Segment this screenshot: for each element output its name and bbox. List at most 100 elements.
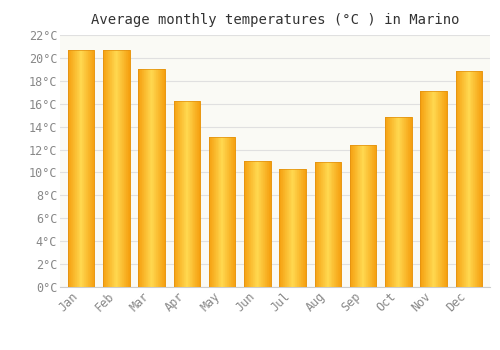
- Bar: [71, 50, 72, 287]
- Bar: [178, 102, 179, 287]
- Bar: [441, 91, 442, 287]
- Bar: [394, 118, 395, 287]
- Bar: [352, 145, 353, 287]
- Bar: [457, 70, 458, 287]
- Bar: [465, 70, 466, 287]
- Bar: [323, 162, 324, 287]
- Bar: [246, 161, 247, 287]
- Bar: [434, 91, 435, 287]
- Bar: [198, 102, 199, 287]
- Bar: [314, 162, 341, 287]
- Bar: [282, 169, 284, 287]
- Bar: [389, 118, 390, 287]
- Bar: [218, 137, 219, 287]
- Bar: [264, 161, 266, 287]
- Bar: [118, 50, 119, 287]
- Bar: [411, 118, 412, 287]
- Bar: [223, 137, 224, 287]
- Bar: [444, 91, 445, 287]
- Bar: [212, 137, 213, 287]
- Bar: [112, 50, 113, 287]
- Bar: [162, 69, 163, 287]
- Bar: [141, 69, 142, 287]
- Bar: [354, 145, 355, 287]
- Bar: [353, 145, 354, 287]
- Bar: [358, 145, 359, 287]
- Bar: [350, 145, 351, 287]
- Bar: [232, 137, 234, 287]
- Bar: [334, 162, 335, 287]
- Bar: [103, 50, 130, 287]
- Bar: [124, 50, 125, 287]
- Bar: [145, 69, 146, 287]
- Bar: [194, 102, 195, 287]
- Bar: [214, 137, 215, 287]
- Bar: [104, 50, 105, 287]
- Bar: [470, 70, 471, 287]
- Bar: [396, 118, 397, 287]
- Bar: [122, 50, 123, 287]
- Bar: [113, 50, 114, 287]
- Bar: [180, 102, 181, 287]
- Bar: [138, 69, 165, 287]
- Bar: [475, 70, 476, 287]
- Bar: [386, 118, 387, 287]
- Bar: [476, 70, 477, 287]
- Bar: [143, 69, 144, 287]
- Bar: [303, 169, 304, 287]
- Bar: [438, 91, 439, 287]
- Bar: [228, 137, 230, 287]
- Bar: [155, 69, 156, 287]
- Bar: [68, 50, 94, 287]
- Bar: [480, 70, 482, 287]
- Bar: [397, 118, 398, 287]
- Bar: [468, 70, 469, 287]
- Bar: [80, 50, 81, 287]
- Bar: [119, 50, 120, 287]
- Bar: [262, 161, 264, 287]
- Bar: [254, 161, 256, 287]
- Bar: [401, 118, 402, 287]
- Bar: [176, 102, 177, 287]
- Bar: [70, 50, 71, 287]
- Bar: [189, 102, 190, 287]
- Bar: [292, 169, 294, 287]
- Bar: [250, 161, 251, 287]
- Bar: [326, 162, 327, 287]
- Bar: [187, 102, 188, 287]
- Bar: [477, 70, 478, 287]
- Bar: [197, 102, 198, 287]
- Bar: [435, 91, 436, 287]
- Bar: [221, 137, 222, 287]
- Bar: [371, 145, 372, 287]
- Bar: [304, 169, 305, 287]
- Bar: [322, 162, 323, 287]
- Bar: [82, 50, 83, 287]
- Bar: [410, 118, 411, 287]
- Bar: [374, 145, 375, 287]
- Bar: [123, 50, 124, 287]
- Bar: [154, 69, 155, 287]
- Bar: [224, 137, 225, 287]
- Bar: [142, 69, 143, 287]
- Bar: [216, 137, 217, 287]
- Bar: [456, 70, 457, 287]
- Bar: [138, 69, 139, 287]
- Bar: [446, 91, 447, 287]
- Bar: [226, 137, 227, 287]
- Bar: [372, 145, 373, 287]
- Bar: [408, 118, 409, 287]
- Bar: [407, 118, 408, 287]
- Bar: [140, 69, 141, 287]
- Bar: [460, 70, 461, 287]
- Bar: [115, 50, 116, 287]
- Bar: [385, 118, 411, 287]
- Bar: [126, 50, 127, 287]
- Bar: [103, 50, 130, 287]
- Bar: [351, 145, 352, 287]
- Bar: [209, 137, 236, 287]
- Bar: [110, 50, 111, 287]
- Bar: [245, 161, 246, 287]
- Bar: [156, 69, 157, 287]
- Bar: [79, 50, 80, 287]
